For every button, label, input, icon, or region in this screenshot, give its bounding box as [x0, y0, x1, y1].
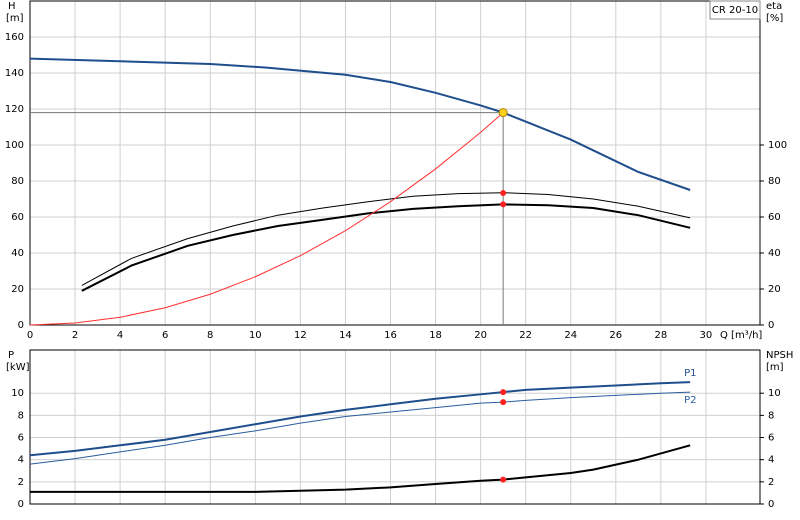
- y2-tick-label: 0: [768, 320, 774, 331]
- y-tick-label: 10: [11, 388, 24, 399]
- curve: [29, 391, 691, 465]
- curve: [81, 203, 691, 292]
- y-tick-label: 100: [5, 140, 24, 151]
- y2-tick-label: 40: [768, 248, 781, 259]
- x-tick-label: 24: [564, 330, 577, 341]
- y2-tick-label: 6: [768, 433, 774, 444]
- y-tick-label: 0: [18, 499, 24, 510]
- x-tick-label: 14: [339, 330, 352, 341]
- operating-point: [498, 108, 508, 118]
- x-tick-label: 20: [474, 330, 487, 341]
- x-tick-label: 4: [117, 330, 123, 341]
- series-label: P1: [684, 368, 696, 379]
- y-tick-label: 6: [18, 433, 24, 444]
- y2-tick-label: 2: [768, 477, 774, 488]
- curve: [81, 192, 691, 286]
- x-tick-label: 30: [700, 330, 713, 341]
- y2-axis-label: eta: [766, 1, 782, 12]
- plot-frame: [29, 349, 761, 505]
- series-label: P2: [684, 395, 696, 406]
- x-tick-label: 28: [654, 330, 667, 341]
- y2-tick-label: 4: [768, 455, 774, 466]
- y2-tick-label: 8: [768, 410, 774, 421]
- y-tick-label: 2: [18, 477, 24, 488]
- y2-tick-label: 0: [768, 499, 774, 510]
- y-tick-label: 40: [11, 248, 24, 259]
- plot-frame: [29, 0, 761, 326]
- x-tick-label: 2: [72, 330, 78, 341]
- curve: [29, 112, 504, 326]
- x-tick-label: 18: [429, 330, 442, 341]
- y-tick-label: 60: [11, 212, 24, 223]
- model-box: [709, 0, 761, 20]
- x-tick-label: 8: [207, 330, 213, 341]
- curve: [30, 444, 691, 493]
- x-tick-label: 16: [384, 330, 397, 341]
- y2-tick-label: 100: [768, 140, 787, 151]
- y2-tick-label: 10: [768, 388, 781, 399]
- y-tick-label: 4: [18, 455, 24, 466]
- curve: [29, 57, 691, 191]
- y2-tick-label: 80: [768, 176, 781, 187]
- y-tick-label: 140: [5, 68, 24, 79]
- x-tick-label: 6: [162, 330, 168, 341]
- y2-axis-unit: [m]: [766, 362, 784, 373]
- x-tick-label: 10: [249, 330, 262, 341]
- operating-point: [500, 389, 507, 396]
- x-tick-label: 12: [294, 330, 307, 341]
- y2-axis-unit: [%]: [766, 13, 783, 24]
- y-tick-label: 80: [11, 176, 24, 187]
- operating-point: [500, 399, 507, 406]
- y2-tick-label: 60: [768, 212, 781, 223]
- operating-point: [500, 190, 507, 197]
- y-tick-label: 20: [11, 284, 24, 295]
- curve: [29, 381, 691, 457]
- y2-axis-label: NPSH: [766, 350, 793, 361]
- model-label: CR 20-10: [712, 5, 758, 16]
- x-tick-label: 0: [27, 330, 33, 341]
- y2-tick-label: 20: [768, 284, 781, 295]
- x-tick-label: 26: [609, 330, 622, 341]
- y-tick-label: 120: [5, 104, 24, 115]
- y-tick-label: 160: [5, 32, 24, 43]
- x-axis-label: Q [m³/h]: [720, 330, 762, 341]
- operating-point: [500, 201, 507, 208]
- y-axis-unit: [m]: [6, 13, 24, 24]
- operating-point: [500, 476, 507, 483]
- y-axis-unit: [kW]: [6, 362, 30, 373]
- y-tick-label: 8: [18, 410, 24, 421]
- y-axis-label: H: [8, 1, 16, 12]
- y-tick-label: 0: [18, 320, 24, 331]
- x-tick-label: 22: [519, 330, 532, 341]
- y-axis-label: P: [8, 350, 14, 361]
